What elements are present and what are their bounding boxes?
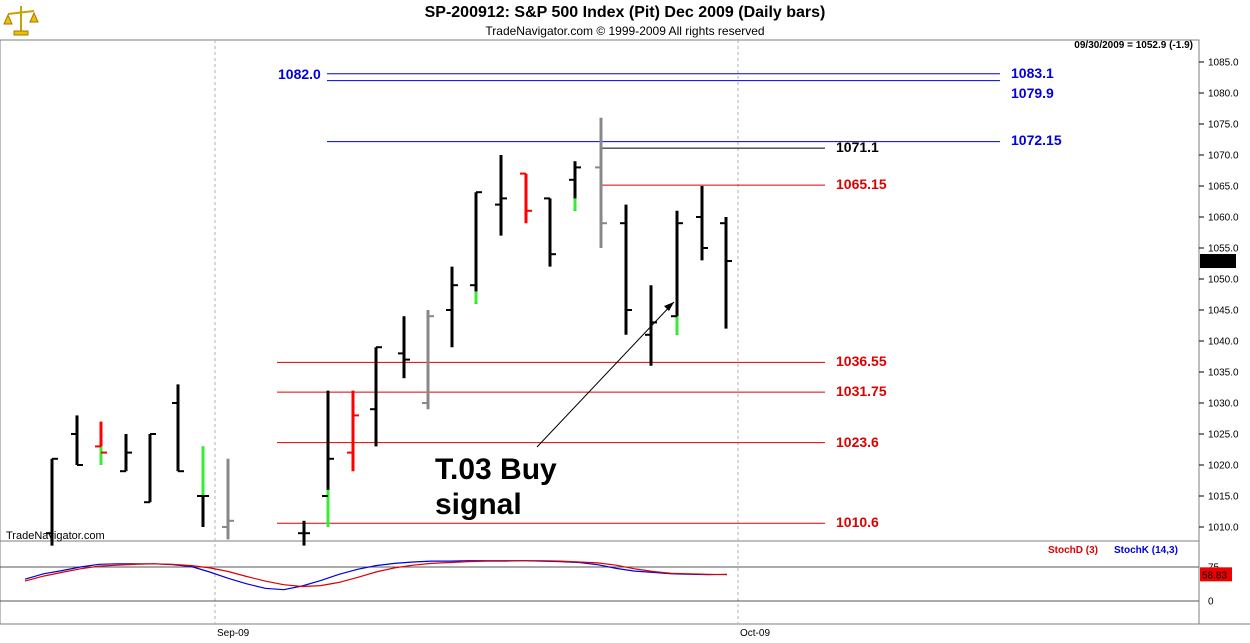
ohlc-bar [520, 172, 532, 224]
price-tick-label: 1050.0 [1208, 275, 1239, 286]
date-label: Oct-09 [740, 628, 770, 639]
stoch-d-line [24, 560, 728, 588]
ohlc-bar [398, 316, 410, 379]
ohlc-bar [446, 266, 458, 348]
annotation-line1: T.03 Buy [435, 453, 557, 486]
ohlc-bar [144, 433, 156, 504]
level-label: 1010.6 [836, 514, 879, 530]
price-tick-label: 1010.0 [1208, 523, 1239, 534]
price-panel-frame [0, 39, 1200, 542]
level-label: 1083.1 [1011, 65, 1054, 81]
price-tick-label: 1075.0 [1208, 120, 1239, 131]
price-tick-label: 1085.0 [1208, 58, 1239, 69]
annotation-line2: signal [435, 488, 522, 521]
ohlc-bar [222, 458, 234, 540]
level-label: 1079.9 [1011, 85, 1054, 101]
last-price-box [1200, 254, 1236, 269]
price-tick-label: 1040.0 [1208, 337, 1239, 348]
ohlc-bar [569, 161, 581, 211]
level-label: 1036.55 [836, 353, 887, 369]
level-label: 1072.15 [1011, 132, 1062, 148]
ohlc-bar [120, 434, 132, 473]
last-price-label: 1052.9 [1203, 257, 1234, 268]
level-label: 1071.1 [836, 139, 879, 155]
ohlc-bar [298, 520, 310, 546]
indicator-tick-label: 0 [1208, 597, 1214, 608]
ohlc-bar [470, 191, 482, 304]
date-label: Sep-09 [217, 628, 250, 639]
ohlc-bar [595, 117, 607, 248]
ohlc-bar [671, 210, 683, 335]
ohlc-bar [544, 197, 556, 267]
ohlc-bar [95, 421, 107, 465]
ohlc-bar [46, 457, 58, 546]
status-readout: 09/30/2009 = 1052.9 (-1.9) [1074, 40, 1193, 51]
ohlc-bar [370, 346, 382, 447]
ohlc-bar [71, 415, 83, 466]
price-tick-label: 1065.0 [1208, 182, 1239, 193]
price-tick-label: 1055.0 [1208, 244, 1239, 255]
legend-stoch-d: StochD (3) [1048, 545, 1098, 556]
ohlc-bar [322, 390, 334, 527]
level-label: 1031.75 [836, 383, 887, 399]
price-tick-label: 1035.0 [1208, 368, 1239, 379]
ohlc-bar [620, 204, 632, 335]
price-tick-label: 1060.0 [1208, 213, 1239, 224]
price-tick-label: 1045.0 [1208, 306, 1239, 317]
legend-stoch-k: StochK (14,3) [1114, 545, 1178, 556]
chart-title: SP-200912: S&P 500 Index (Pit) Dec 2009 … [424, 4, 826, 21]
price-tick-label: 1015.0 [1208, 492, 1239, 503]
ohlc-bar [696, 186, 708, 261]
level-start-label: 1082.0 [278, 66, 321, 82]
price-tick-label: 1025.0 [1208, 430, 1239, 441]
price-tick-label: 1070.0 [1208, 151, 1239, 162]
ohlc-bar [197, 446, 209, 527]
chart-subtitle: TradeNavigator.com © 1999-2009 All right… [485, 24, 765, 38]
ohlc-bar [172, 384, 184, 473]
ohlc-bar [495, 155, 507, 236]
watermark: TradeNavigator.com [6, 530, 105, 542]
level-label: 1023.6 [836, 434, 879, 450]
ohlc-bar [422, 310, 434, 410]
level-label: 1065.15 [836, 176, 887, 192]
ohlc-bar [347, 390, 359, 472]
indicator-panel-frame [0, 540, 1200, 625]
price-tick-label: 1020.0 [1208, 461, 1239, 472]
ohlc-bar [720, 217, 732, 329]
price-tick-label: 1030.0 [1208, 399, 1239, 410]
indicator-value-label: 58.83 [1202, 570, 1227, 581]
price-tick-label: 1080.0 [1208, 89, 1239, 100]
indicator-value-box [1200, 567, 1232, 582]
scales-icon [3, 6, 39, 36]
ohlc-bar [645, 285, 657, 366]
